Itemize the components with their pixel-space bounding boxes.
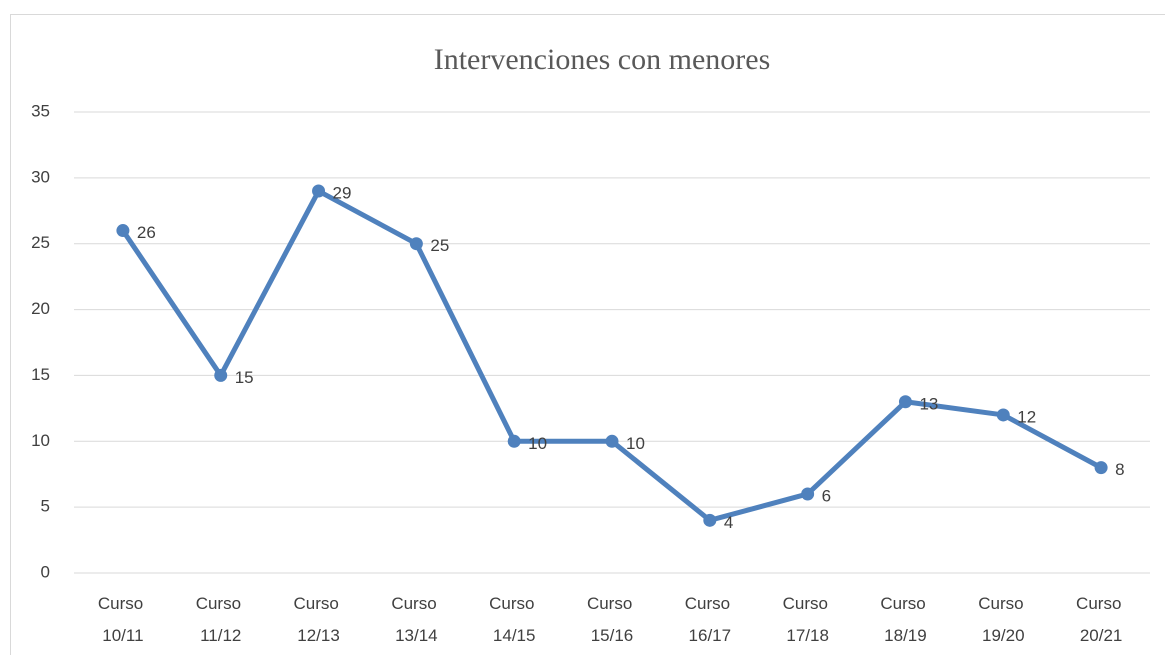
point <box>1094 461 1108 475</box>
y-tick-label: 0 <box>41 562 50 581</box>
point <box>312 184 326 198</box>
chart-title: Intervenciones con menores <box>434 43 771 76</box>
chart-border <box>10 14 1165 655</box>
x-tick-label: Curso 19/20 <box>978 594 1028 645</box>
x-tick-label: Curso 16/17 <box>685 594 735 645</box>
x-tick-label: Curso 15/16 <box>587 594 637 645</box>
x-tick-label: Curso 12/13 <box>294 594 344 645</box>
data-label: 10 <box>626 434 645 453</box>
data-label: 15 <box>235 368 254 387</box>
x-tick-label: Curso 11/12 <box>196 594 246 645</box>
point <box>507 434 521 448</box>
data-label: 26 <box>137 223 156 242</box>
x-tick-label: Curso 18/19 <box>880 594 930 645</box>
point <box>996 408 1010 422</box>
point <box>409 237 423 251</box>
data-label: 12 <box>1017 407 1036 426</box>
point <box>116 224 130 238</box>
point <box>801 487 815 501</box>
y-tick-label: 20 <box>31 299 50 318</box>
x-tick-label: Curso 10/11 <box>98 594 148 645</box>
y-tick-label: 5 <box>41 497 50 516</box>
data-label: 13 <box>919 394 938 413</box>
x-tick-label: Curso 13/14 <box>391 594 441 645</box>
data-label: 8 <box>1115 460 1124 479</box>
data-label: 29 <box>333 184 352 203</box>
point <box>214 368 228 382</box>
point <box>703 513 717 527</box>
point <box>605 434 619 448</box>
y-tick-label: 30 <box>31 167 50 186</box>
y-tick-label: 10 <box>31 431 50 450</box>
point <box>898 395 912 409</box>
data-label: 25 <box>430 236 449 255</box>
data-label: 4 <box>724 513 733 532</box>
x-tick-label: Curso 17/18 <box>783 594 833 645</box>
y-tick-label: 15 <box>31 365 50 384</box>
data-label: 10 <box>528 434 547 453</box>
x-tick-label: Curso 20/21 <box>1076 594 1126 645</box>
y-tick-label: 25 <box>31 233 50 252</box>
x-tick-label: Curso 14/15 <box>489 594 539 645</box>
data-label: 6 <box>822 486 831 505</box>
y-tick-label: 35 <box>31 101 50 120</box>
